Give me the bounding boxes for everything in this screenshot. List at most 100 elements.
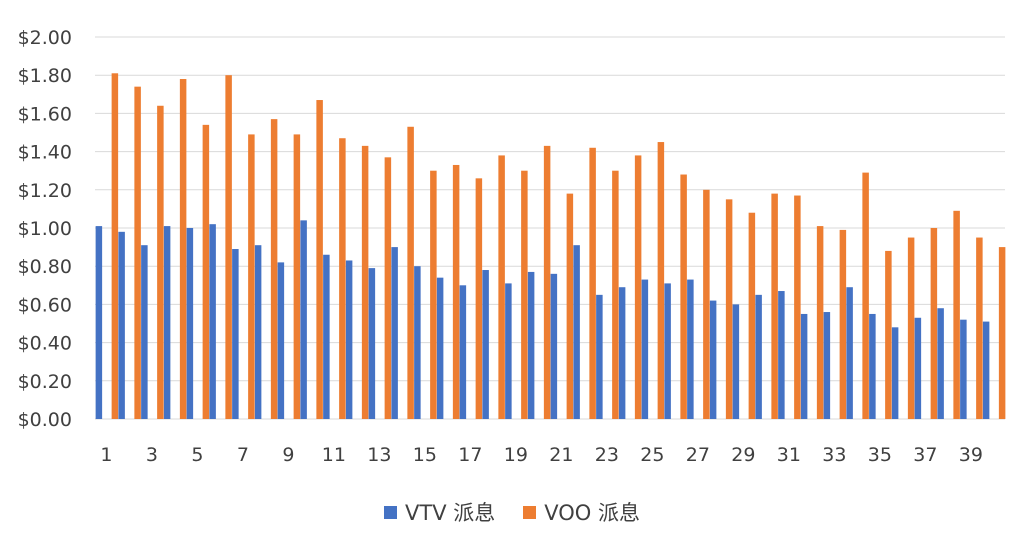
bar-voo	[885, 250, 892, 419]
bar-vtv	[459, 285, 467, 419]
bar-vtv	[391, 247, 398, 419]
bar-vtv	[823, 312, 831, 419]
bar-vtv	[664, 283, 671, 419]
bar-vtv	[277, 262, 285, 419]
x-tick-label: 31	[777, 444, 801, 466]
x-tick-label: 29	[731, 444, 755, 466]
bar-voo	[452, 164, 460, 419]
bar-voo	[543, 145, 551, 419]
y-tick-label: $1.20	[18, 180, 72, 202]
bar-vtv	[846, 287, 853, 419]
y-tick-label: $1.40	[18, 142, 72, 164]
bar-vtv	[368, 268, 376, 419]
bar-voo	[270, 119, 278, 419]
bar-vtv	[732, 304, 740, 419]
x-tick-label: 21	[549, 444, 573, 466]
bar-vtv	[641, 279, 649, 419]
bar-voo	[703, 189, 710, 419]
bar-voo	[225, 75, 232, 419]
bar-vtv	[323, 254, 330, 419]
y-tick-label: $1.00	[18, 218, 72, 240]
bar-voo	[953, 210, 960, 419]
bar-voo	[657, 142, 665, 420]
legend-label-vtv: VTV 派息	[405, 501, 496, 525]
bar-vtv	[982, 321, 990, 419]
x-tick-label: 23	[595, 444, 619, 466]
bar-voo	[930, 228, 938, 419]
bar-voo	[998, 247, 1006, 419]
bar-vtv	[618, 287, 626, 419]
bar-voo	[907, 237, 915, 419]
bar-voo	[976, 237, 983, 419]
x-tick-label: 15	[413, 444, 437, 466]
bar-voo	[566, 193, 574, 419]
bar-voo	[839, 229, 847, 419]
bar-vtv	[709, 300, 717, 419]
y-tick-label: $0.20	[18, 371, 72, 393]
bar-vtv	[800, 313, 808, 419]
bar-voo	[521, 170, 528, 419]
x-tick-label: 27	[686, 444, 710, 466]
legend-label-voo: VOO 派息	[544, 501, 640, 525]
bar-vtv	[778, 291, 785, 419]
bar-voo	[316, 100, 323, 419]
bar-vtv	[505, 283, 512, 419]
bar-voo	[634, 155, 642, 420]
x-tick-label: 37	[913, 444, 937, 466]
bar-voo	[748, 212, 756, 419]
bar-vtv	[300, 220, 307, 419]
y-tick-label: $1.80	[18, 65, 72, 87]
bar-voo	[134, 86, 141, 419]
y-tick-label: $0.80	[18, 256, 72, 278]
x-tick-label: 7	[237, 444, 249, 466]
bar-voo	[361, 145, 369, 419]
bar-voo	[202, 124, 210, 420]
bar-vtv	[209, 224, 216, 419]
bar-voo	[248, 134, 255, 419]
bar-vtv	[891, 327, 899, 419]
bar-voo	[475, 178, 483, 419]
bar-vtv	[141, 245, 148, 419]
bar-voo	[589, 147, 596, 419]
bar-vtv	[914, 317, 922, 419]
bar-vtv	[118, 231, 125, 419]
x-tick-label: 9	[282, 444, 294, 466]
bar-vtv	[755, 294, 762, 419]
bar-voo	[111, 73, 119, 419]
bar-voo	[498, 155, 505, 420]
bar-vtv	[345, 260, 353, 419]
bar-voo	[680, 174, 687, 419]
bar-vtv	[232, 249, 239, 419]
bar-voo	[293, 134, 301, 419]
x-tick-label: 13	[367, 444, 391, 466]
bar-vtv	[527, 271, 535, 419]
bar-vtv	[254, 245, 262, 419]
legend-swatch-voo	[523, 505, 537, 519]
x-tick-label: 11	[322, 444, 346, 466]
legend-item-voo: VOO 派息	[523, 497, 640, 527]
x-tick-label: 1	[100, 444, 112, 466]
x-tick-label: 33	[822, 444, 846, 466]
y-tick-label: $0.60	[18, 294, 72, 316]
bar-vtv	[937, 308, 944, 419]
legend-item-vtv: VTV 派息	[384, 497, 495, 527]
bar-voo	[384, 157, 392, 419]
x-tick-label: 17	[458, 444, 482, 466]
bar-vtv	[414, 266, 421, 419]
bar-vtv	[687, 279, 694, 419]
bar-voo	[430, 170, 437, 419]
bar-vtv	[436, 277, 444, 419]
legend: VTV 派息 VOO 派息	[0, 497, 1024, 527]
x-tick-label: 25	[640, 444, 664, 466]
legend-swatch-vtv	[384, 505, 398, 519]
bar-voo	[771, 193, 778, 419]
bar-voo	[157, 105, 164, 419]
bar-voo	[862, 172, 869, 419]
bar-voo	[339, 138, 346, 420]
x-tick-label: 19	[504, 444, 528, 466]
y-tick-label: $1.60	[18, 103, 72, 125]
x-axis-tick-labels: 1 3 5 7 9 11 13 15 17 19 21 23 25 27 29 31 33 35 37 39	[100, 444, 983, 466]
bar-vtv	[186, 228, 194, 419]
y-tick-label: $0.00	[18, 409, 72, 431]
